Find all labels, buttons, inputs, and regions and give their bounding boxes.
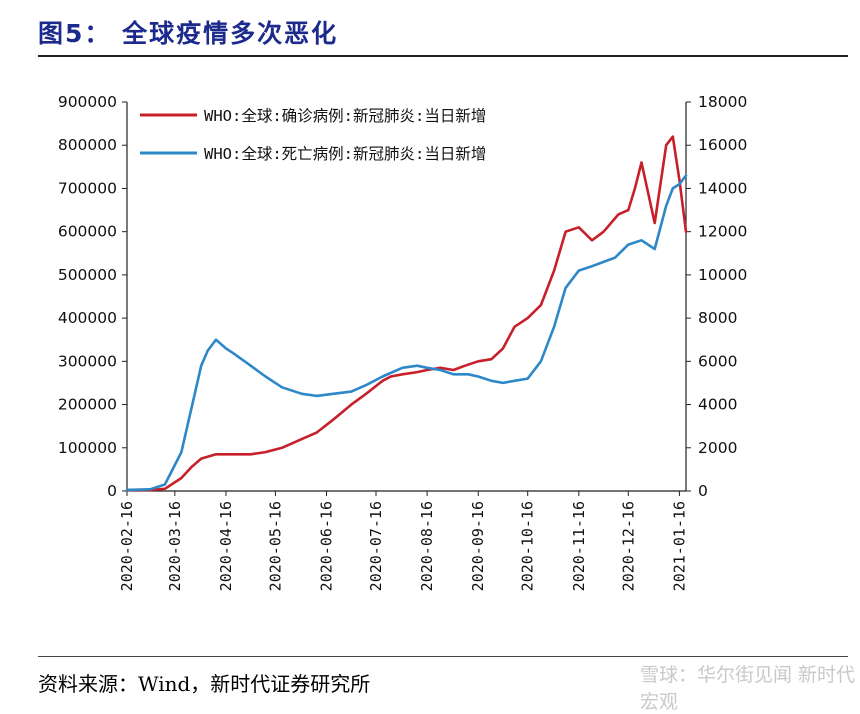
chart-legend: WHO:全球:确诊病例:新冠肺炎:当日新增 WHO:全球:死亡病例:新冠肺炎:当日… bbox=[140, 107, 486, 163]
source-note: 资料来源：Wind，新时代证券研究所 bbox=[38, 672, 371, 696]
y-left-tick-label: 700000 bbox=[58, 179, 117, 197]
legend-label: WHO:全球:死亡病例:新冠肺炎:当日新增 bbox=[204, 145, 486, 163]
footer-divider bbox=[38, 656, 848, 657]
x-tick-label: 2020-05-16 bbox=[266, 501, 284, 591]
y-right-tick-label: 12000 bbox=[698, 223, 747, 241]
confirmed-cases-line bbox=[125, 135, 688, 492]
watermark: 雪球：华尔街见闻 新时代宏观 bbox=[640, 664, 856, 713]
title-divider bbox=[38, 55, 848, 57]
page-title: 图5： 全球疫情多次恶化 bbox=[38, 19, 339, 48]
y-left-tick-label: 0 bbox=[107, 482, 117, 500]
y-left-tick-label: 800000 bbox=[58, 136, 117, 154]
y-left-tick-label: 200000 bbox=[58, 396, 117, 414]
x-tick-label: 2020-07-16 bbox=[367, 501, 385, 591]
deaths-line bbox=[125, 174, 688, 492]
y-right-tick-label: 4000 bbox=[698, 396, 737, 414]
x-tick-label: 2020-06-16 bbox=[318, 501, 336, 591]
y-left-tick-label: 100000 bbox=[58, 439, 117, 457]
y-left-tick-label: 600000 bbox=[58, 223, 117, 241]
x-tick-label: 2020-03-16 bbox=[166, 501, 184, 591]
legend-label: WHO:全球:确诊病例:新冠肺炎:当日新增 bbox=[204, 107, 486, 125]
y-right-tick-label: 18000 bbox=[698, 93, 747, 111]
chart-axes: 0100000200000300000400000500000600000700… bbox=[58, 93, 747, 591]
y-right-tick-label: 8000 bbox=[698, 309, 737, 327]
x-tick-label: 2020-08-16 bbox=[418, 501, 436, 591]
y-right-tick-label: 6000 bbox=[698, 352, 737, 370]
y-left-tick-label: 300000 bbox=[58, 352, 117, 370]
y-right-tick-label: 14000 bbox=[698, 179, 747, 197]
x-tick-label: 2020-11-16 bbox=[570, 501, 588, 591]
y-left-tick-label: 400000 bbox=[58, 309, 117, 327]
y-right-tick-label: 10000 bbox=[698, 266, 747, 284]
y-left-tick-label: 900000 bbox=[58, 93, 117, 111]
x-tick-label: 2021-01-16 bbox=[670, 501, 688, 591]
y-left-tick-label: 500000 bbox=[58, 266, 117, 284]
x-tick-label: 2020-12-16 bbox=[619, 501, 637, 591]
x-tick-label: 2020-10-16 bbox=[519, 501, 537, 591]
chart-series bbox=[125, 135, 688, 492]
y-right-tick-label: 0 bbox=[698, 482, 708, 500]
x-tick-label: 2020-04-16 bbox=[217, 501, 235, 591]
x-tick-label: 2020-09-16 bbox=[469, 501, 487, 591]
x-tick-label: 2020-02-16 bbox=[118, 501, 136, 591]
y-right-tick-label: 16000 bbox=[698, 136, 747, 154]
y-right-tick-label: 2000 bbox=[698, 439, 737, 457]
